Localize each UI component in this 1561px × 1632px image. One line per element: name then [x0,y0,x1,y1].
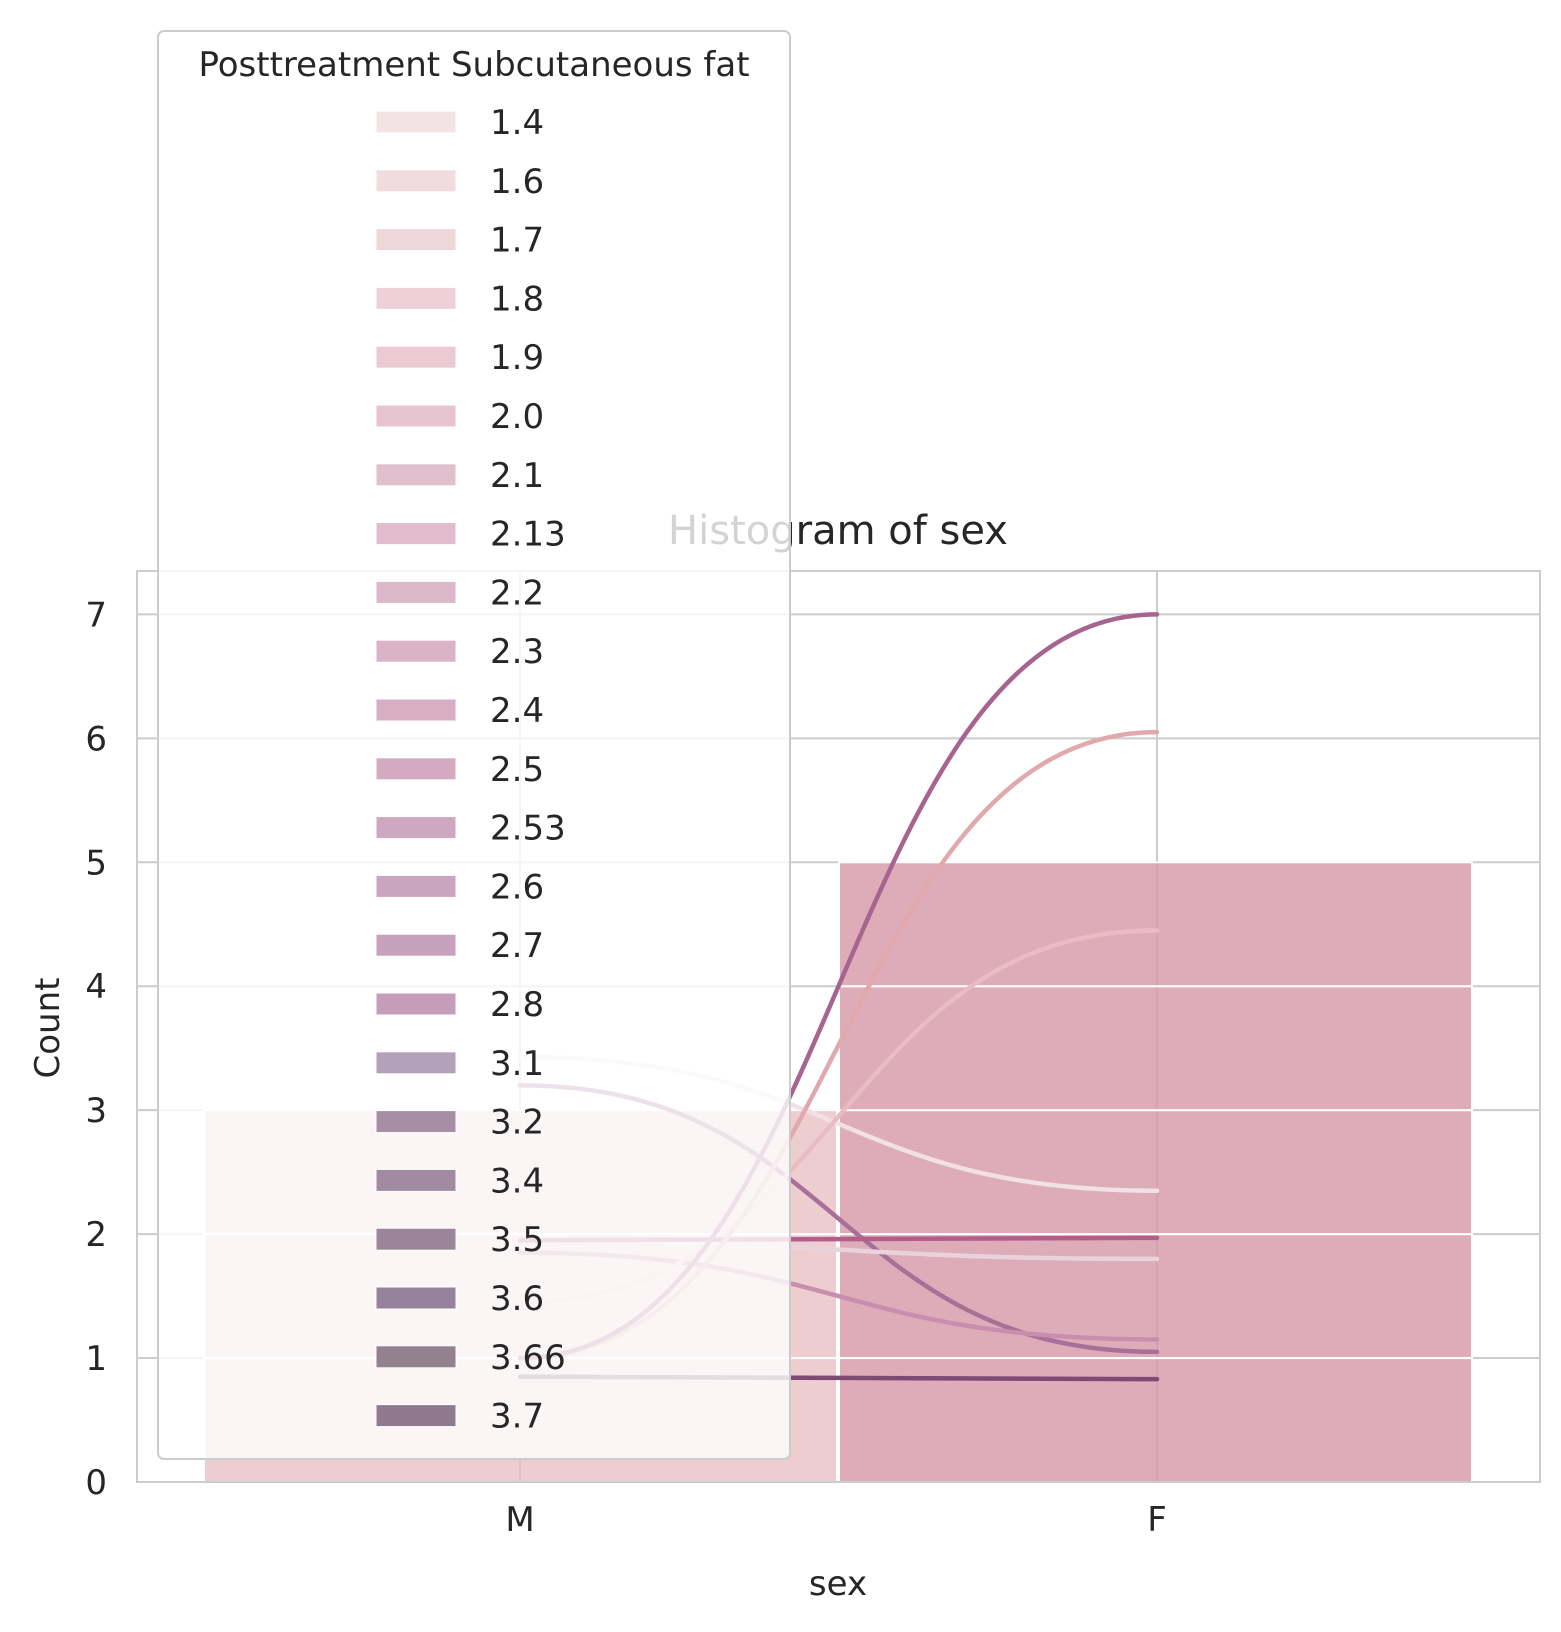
legend-label: 2.8 [490,985,544,1025]
legend-label: 3.4 [490,1161,544,1201]
y-tick-label: 4 [85,967,107,1007]
bar-segment-F-2.6 [838,1109,1473,1236]
legend-title: Posttreatment Subcutaneous fat [198,45,749,85]
legend: Posttreatment Subcutaneous fat 1.4 1.6 1.7… [157,30,791,1460]
y-tick-label: 2 [85,1215,107,1255]
legend-label: 3.1 [490,1044,544,1084]
y-tick-label: 3 [85,1091,107,1131]
legend-label: 1.7 [490,221,544,261]
x-tick-label-M: M [505,1500,534,1540]
legend-label: 3.5 [490,1220,544,1260]
y-tick-label: 6 [85,719,107,759]
legend-swatch [375,698,457,722]
legend-swatch [375,1345,457,1369]
legend-label: 3.2 [490,1103,544,1143]
y-tick-label: 1 [85,1339,107,1379]
y-tick-label: 5 [85,843,107,883]
legend-box [157,30,791,1460]
legend-swatch [375,1404,457,1428]
legend-swatch [375,639,457,663]
legend-swatch [375,169,457,193]
legend-label: 2.0 [490,397,544,437]
bar-segment-F-3.1 [838,861,1473,988]
legend-swatch [375,110,457,134]
bar-segment-F-2.7 [838,985,1473,1112]
legend-swatch [375,463,457,487]
y-axis-label: Count [28,978,68,1079]
legend-label: 1.4 [490,103,544,143]
legend-label: 2.5 [490,750,544,790]
legend-label: 1.9 [490,338,544,378]
legend-swatch [375,992,457,1016]
legend-label: 1.6 [490,162,544,202]
legend-swatch [375,1227,457,1251]
legend-swatch [375,580,457,604]
legend-swatch [375,1286,457,1310]
legend-swatch [375,1110,457,1134]
legend-label: 3.6 [490,1279,544,1319]
legend-swatch [375,286,457,310]
legend-label: 2.2 [490,573,544,613]
legend-swatch [375,345,457,369]
x-tick-label-F: F [1147,1500,1167,1540]
legend-swatch [375,404,457,428]
legend-label: 3.66 [490,1338,566,1378]
legend-label: 2.53 [490,809,566,849]
legend-swatch [375,1168,457,1192]
y-tick-label: 0 [85,1463,107,1503]
legend-swatch [375,933,457,957]
legend-label: 2.1 [490,456,544,496]
legend-entries: 1.4 1.6 1.7 1.8 1.9 2.0 2.1 2.13 2.2 2.3 2.4 2.5 2.5… [375,103,566,1437]
legend-label: 2.13 [490,515,566,555]
y-tick-label: 7 [85,595,107,635]
x-axis-label: sex [809,1564,867,1604]
plot-frame [136,570,1541,1483]
legend-label: 3.7 [490,1397,544,1437]
legend-swatch [375,228,457,252]
y-tick-labels: 0 1 2 3 4 5 6 7 [85,595,107,1503]
legend-label: 2.4 [490,691,544,731]
legend-label: 2.6 [490,867,544,907]
legend-label: 2.7 [490,926,544,966]
legend-label: 1.8 [490,279,544,319]
legend-swatch [375,874,457,898]
legend-swatch [375,522,457,546]
legend-swatch [375,816,457,840]
legend-label: 2.3 [490,632,544,672]
legend-swatch [375,1051,457,1075]
legend-swatch [375,757,457,781]
